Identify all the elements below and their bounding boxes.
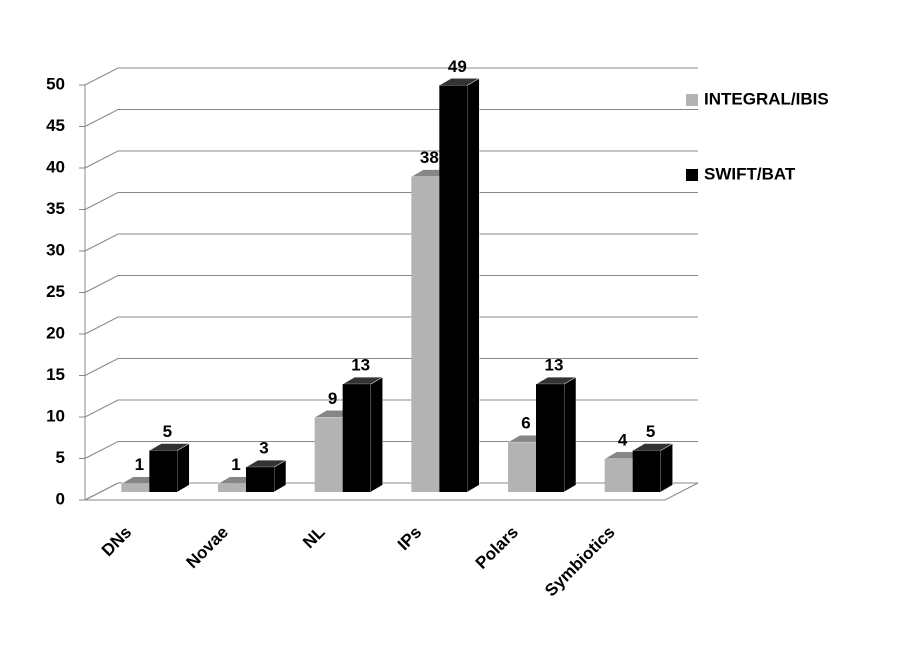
y-tick-label: 15	[46, 365, 65, 384]
x-tick-label: Symbiotics	[541, 523, 619, 601]
bar-side	[370, 376, 383, 493]
legend-label: INTEGRAL/IBIS	[704, 89, 829, 108]
data-label: 38	[420, 148, 439, 167]
data-label: 4	[618, 430, 628, 449]
bar	[439, 85, 468, 493]
bar-side	[660, 443, 673, 493]
y-tick-label: 5	[56, 448, 65, 467]
grid-line	[84, 275, 698, 293]
bar	[218, 483, 246, 492]
bar	[536, 384, 564, 492]
y-tick-label: 0	[56, 489, 65, 508]
legend-label: SWIFT/BAT	[704, 164, 796, 183]
bar	[314, 417, 343, 492]
legend-swatch	[686, 169, 698, 181]
bar	[149, 450, 178, 492]
data-label: 1	[135, 455, 144, 474]
data-label: 6	[521, 414, 530, 433]
grid-line	[84, 441, 698, 459]
data-label: 3	[259, 439, 268, 458]
legend-swatch	[686, 94, 698, 106]
y-tick-label: 45	[46, 116, 65, 135]
bar-side	[177, 443, 190, 493]
x-tick-label: Polars	[472, 523, 522, 573]
data-label: 5	[646, 422, 655, 441]
y-tick-label: 40	[46, 157, 65, 176]
grid-line	[84, 192, 698, 210]
grid-line	[84, 150, 698, 169]
x-tick-label: DNs	[98, 523, 135, 560]
y-tick-label: 10	[46, 406, 65, 425]
grid-line	[84, 67, 698, 86]
y-tick-label: 35	[46, 199, 65, 218]
y-tick-label: 25	[46, 282, 65, 301]
data-label: 13	[545, 356, 564, 375]
bar-side	[563, 376, 577, 493]
data-label: 13	[351, 356, 370, 375]
bar	[246, 467, 274, 492]
grid-line	[84, 399, 698, 418]
bar	[342, 384, 371, 492]
grid-line	[84, 233, 698, 252]
x-tick-label: NL	[299, 523, 328, 552]
y-tick-label: 30	[46, 240, 65, 259]
data-label: 1	[231, 455, 240, 474]
data-label: 49	[448, 57, 467, 76]
bar	[508, 442, 536, 492]
grid-line	[84, 109, 698, 127]
bar	[411, 176, 440, 492]
bar	[632, 450, 661, 492]
bar	[604, 458, 633, 492]
grid-line	[84, 316, 698, 335]
data-label: 5	[163, 422, 172, 441]
data-label: 9	[328, 389, 337, 408]
grid-line	[84, 358, 698, 376]
grid-line	[84, 482, 698, 501]
bar-side	[467, 77, 480, 493]
y-tick-label: 50	[46, 74, 65, 93]
x-tick-label: IPs	[394, 523, 425, 554]
x-tick-label: Novae	[182, 523, 232, 573]
y-tick-label: 20	[46, 323, 65, 342]
bar	[121, 483, 150, 492]
